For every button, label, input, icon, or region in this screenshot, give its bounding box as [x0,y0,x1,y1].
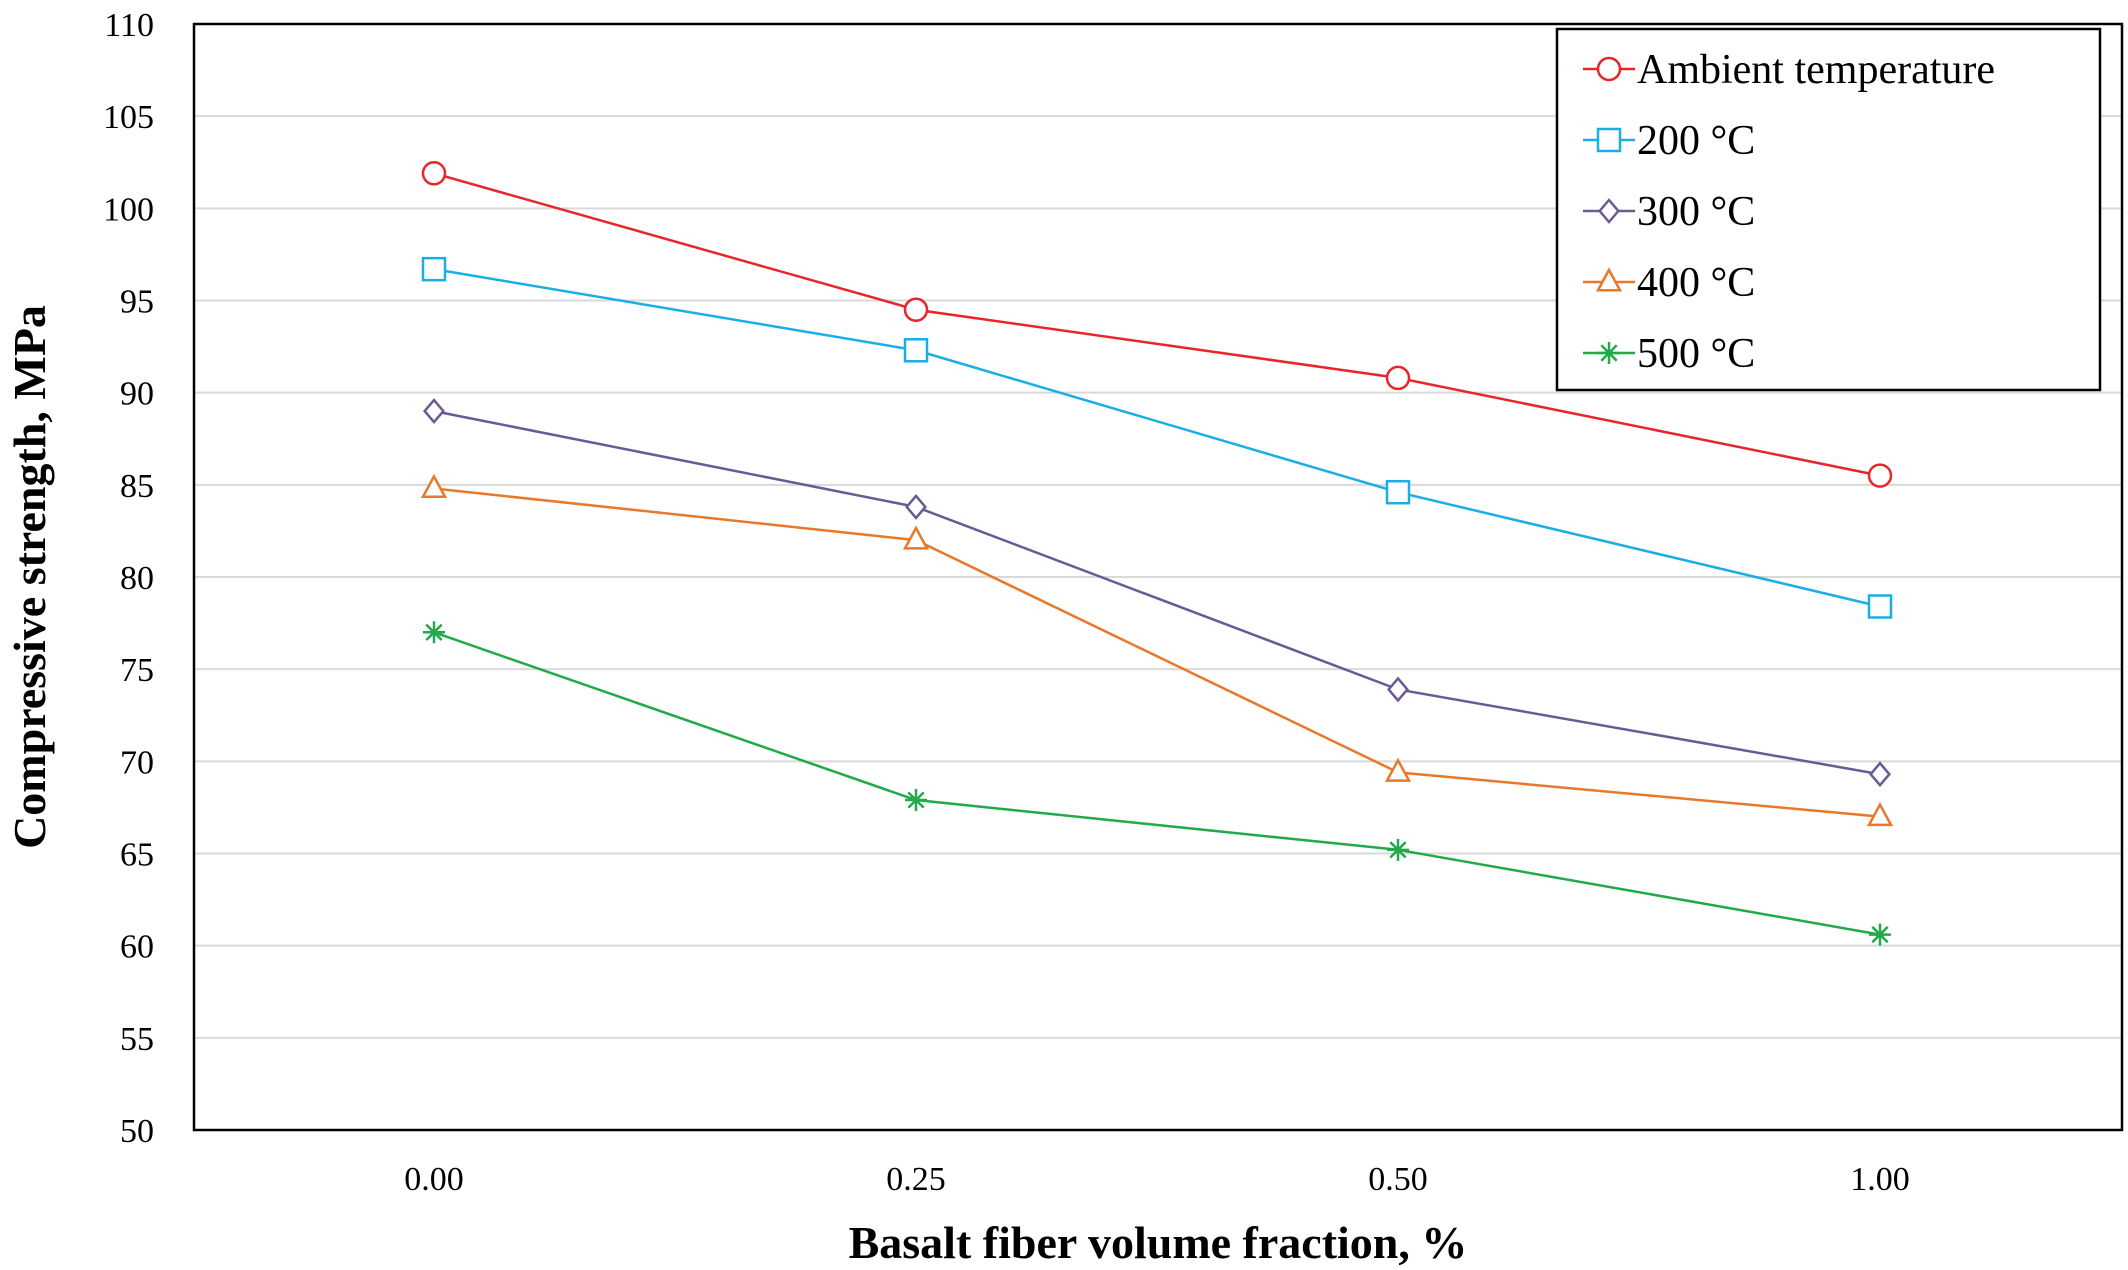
y-tick-label: 105 [103,99,154,136]
data-point [1866,801,1894,827]
y-tick-label: 50 [120,1113,154,1150]
y-axis-title: Compressive strength, MPa [4,305,55,849]
legend-label: 400 °C [1637,260,1755,306]
y-tick-label: 70 [120,744,154,781]
legend-item: 200 °C [1583,118,1755,164]
data-point [421,161,447,186]
data-point [1869,923,1891,946]
data-point [1595,267,1623,292]
data-point [1385,479,1411,505]
x-tick-label: 0.50 [1368,1161,1428,1198]
series-line [433,172,1881,477]
y-tick-label: 60 [120,929,154,966]
legend-item: 300 °C [1583,189,1755,235]
y-tick-label: 80 [120,560,154,597]
x-tick-label: 0.25 [886,1161,946,1198]
data-point [905,494,927,520]
data-point [1596,127,1622,153]
series-line [433,267,1881,608]
data-point [1598,198,1620,224]
data-point [421,256,447,282]
data-point [1387,838,1409,861]
data-point [1596,56,1622,82]
y-tick-label: 95 [120,284,154,321]
data-point [903,297,929,322]
y-tick-label: 55 [120,1021,154,1058]
plot-area-frame [192,22,2124,1132]
legend: Ambient temperature 200 °C 300 °C 400 °C 500… [1555,27,2102,392]
legend-label: 300 °C [1637,189,1755,235]
legend-box [1555,27,2102,392]
y-tick-label: 65 [120,837,154,874]
y-tick-label: 110 [104,7,154,44]
data-point [1869,761,1891,788]
x-tick-label: 0.00 [404,1161,464,1198]
x-tick-label: 1.00 [1850,1161,1910,1198]
series-1 [421,256,1893,619]
series-line [433,487,1881,818]
series-group [420,161,1894,946]
y-tick-label: 100 [103,191,154,228]
data-point [1387,676,1409,703]
series-2 [423,398,1891,788]
data-point [905,789,927,812]
data-point [1867,594,1893,619]
x-axis-title: Basalt fiber volume fraction, % [849,1217,1468,1268]
legend-label: Ambient temperature [1637,47,1995,93]
y-tick-label: 85 [120,468,154,505]
data-point [420,473,448,499]
legend-label: 500 °C [1637,331,1755,377]
data-point [1867,463,1893,488]
series-line [433,631,1881,936]
data-point [1598,342,1620,364]
data-point [902,525,930,550]
series-line [433,409,1881,776]
x-axis-ticks: 0.00 0.25 0.50 1.00 [404,1161,1910,1198]
data-point [423,621,445,644]
series-3 [420,473,1894,827]
legend-item: Ambient temperature [1583,47,1995,93]
y-axis-ticks: 50 55 60 65 70 75 80 85 90 95 100 105 110 [103,7,154,1150]
legend-label: 200 °C [1637,118,1755,164]
legend-item: 400 °C [1583,260,1755,306]
series-0 [421,161,1893,488]
y-tick-label: 75 [120,652,154,689]
data-point [1384,757,1412,782]
series-4 [423,621,1891,946]
data-point [423,398,445,425]
data-point [1385,365,1411,391]
y-tick-label: 90 [120,376,154,413]
legend-item: 500 °C [1583,331,1755,377]
data-point [903,338,929,363]
